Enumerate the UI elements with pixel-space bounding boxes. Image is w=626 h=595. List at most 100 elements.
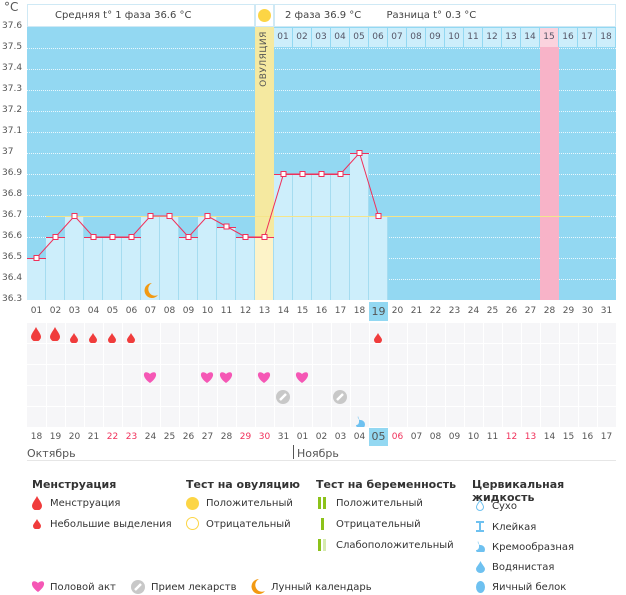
cycle-day-label[interactable]: 19 [369,302,388,321]
calendar-date[interactable]: 14 [543,432,556,442]
cycle-day-label[interactable]: 07 [144,306,157,316]
calendar-date[interactable]: 19 [49,432,62,442]
cell-divider [521,344,522,364]
cycle-day-label[interactable]: 10 [201,306,214,316]
cycle-day-label[interactable]: 09 [182,306,195,316]
calendar-date[interactable]: 30 [258,432,271,442]
cycle-day-label[interactable]: 02 [49,306,62,316]
calendar-date[interactable]: 15 [562,432,575,442]
cycle-day-label[interactable]: 22 [429,306,442,316]
cell-divider [407,407,408,427]
cell-divider [293,386,294,406]
calendar-date[interactable]: 09 [448,432,461,442]
y-tick-label: 36.8 [2,189,23,199]
cycle-day-label[interactable]: 24 [467,306,480,316]
cell-divider [255,344,256,364]
cell-divider [198,386,199,406]
calendar-date[interactable]: 05 [369,428,388,446]
calendar-date[interactable]: 25 [163,432,176,442]
big-drop-icon [50,326,60,345]
cycle-day-label[interactable]: 27 [524,306,537,316]
cycle-day-label[interactable]: 28 [543,306,556,316]
calendar-date[interactable]: 02 [315,432,328,442]
calendar-date[interactable]: 23 [125,432,138,442]
cycle-day-label[interactable]: 04 [87,306,100,316]
cycle-day-label[interactable]: 06 [125,306,138,316]
y-tick-label: 37.5 [2,42,23,52]
calendar-date[interactable]: 08 [429,432,442,442]
y-tick-label: 37.2 [2,105,23,115]
cell-divider [388,407,389,427]
calendar-date[interactable]: 10 [467,432,480,442]
y-tick-label: 36.4 [2,273,23,283]
cell-divider [445,323,446,343]
temperature-bar [236,237,255,300]
calendar-date[interactable]: 01 [296,432,309,442]
cycle-day-label[interactable]: 21 [410,306,423,316]
legend-pregnancy-weak: Слабоположительный [336,540,454,551]
calendar-date[interactable]: 28 [220,432,233,442]
legend-intercourse: Половой акт [50,582,116,593]
month-divider [293,445,294,459]
temperature-bar [65,216,84,300]
cycle-day-label[interactable]: 03 [68,306,81,316]
calendar-date[interactable]: 04 [353,432,366,442]
calendar-date[interactable]: 11 [486,432,499,442]
cell-divider [84,365,85,385]
cell-divider [502,323,503,343]
calendar-date[interactable]: 24 [144,432,157,442]
calendar-date[interactable]: 06 [391,432,404,442]
calendar-date[interactable]: 07 [410,432,423,442]
calendar-date[interactable]: 20 [68,432,81,442]
cycle-day-label[interactable]: 30 [581,306,594,316]
cell-divider [559,386,560,406]
legend-ovulation-negative: Отрицательный [206,519,291,530]
cell-divider [350,365,351,385]
cycle-day-label[interactable]: 05 [106,306,119,316]
cell-divider [521,407,522,427]
gridline [27,90,616,91]
temp-level [255,237,274,238]
cycle-day-label[interactable]: 26 [505,306,518,316]
cycle-day-label[interactable]: 18 [353,306,366,316]
calendar-date[interactable]: 27 [201,432,214,442]
legend-menstruation: Менструация [50,498,121,509]
cycle-day-label[interactable]: 20 [391,306,404,316]
cycle-day-label[interactable]: 01 [30,306,43,316]
pill-icon [333,389,347,408]
calendar-date[interactable]: 18 [30,432,43,442]
calendar-date[interactable]: 29 [239,432,252,442]
calendar-date[interactable]: 12 [505,432,518,442]
calendar-date[interactable]: 26 [182,432,195,442]
pill-icon [131,580,145,594]
cell-divider [103,386,104,406]
cycle-day-label[interactable]: 16 [315,306,328,316]
calendar-date[interactable]: 31 [277,432,290,442]
cycle-day-label[interactable]: 08 [163,306,176,316]
calendar-date[interactable]: 17 [600,432,613,442]
cycle-day-label[interactable]: 14 [277,306,290,316]
cycle-day-label[interactable]: 25 [486,306,499,316]
cycle-day-label[interactable]: 15 [296,306,309,316]
cell-divider [312,323,313,343]
cell-divider [179,323,180,343]
calendar-date[interactable]: 21 [87,432,100,442]
cell-divider [483,386,484,406]
cycle-day-label[interactable]: 29 [562,306,575,316]
cycle-day-label[interactable]: 17 [334,306,347,316]
cell-divider [122,407,123,427]
cell-divider [179,344,180,364]
cycle-day-label[interactable]: 23 [448,306,461,316]
calendar-date[interactable]: 13 [524,432,537,442]
post-ovulation-day: 02 [293,28,311,47]
cycle-day-label[interactable]: 12 [239,306,252,316]
calendar-date[interactable]: 03 [334,432,347,442]
cycle-day-label[interactable]: 31 [600,306,613,316]
calendar-date[interactable]: 16 [581,432,594,442]
cycle-day-label[interactable]: 11 [220,306,233,316]
calendar-date[interactable]: 22 [106,432,119,442]
temperature-bar [293,174,312,300]
cycle-day-label[interactable]: 13 [258,306,271,316]
post-ovulation-day: 08 [407,28,425,47]
phase2-header: 2 фаза 36.9 °C Разница t° 0.3 °C [274,4,616,27]
